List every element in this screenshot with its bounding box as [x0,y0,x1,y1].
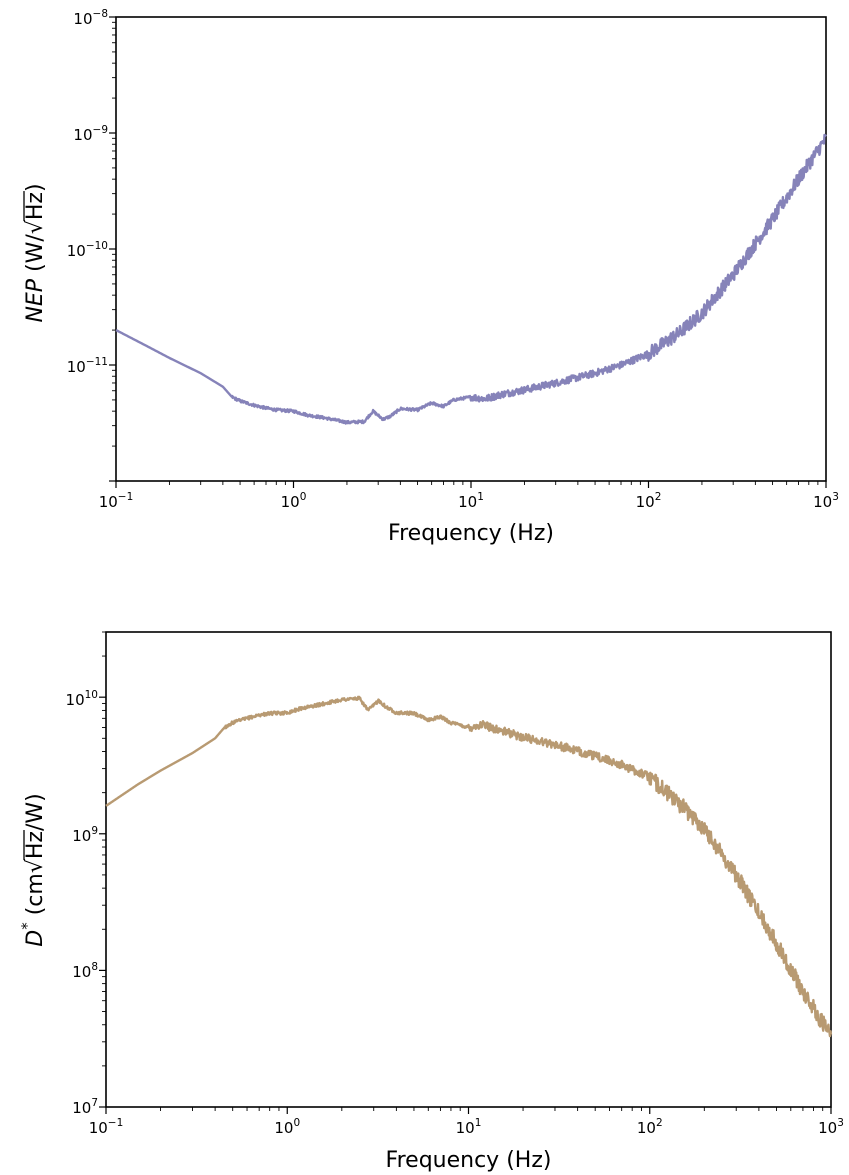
svg-text:NEP (W/√Hz): NEP (W/√Hz) [23,183,48,322]
detectivity-y-tick-label: 107 [72,1097,98,1117]
nep-y-axis-title: NEP (W/√Hz) [23,183,48,322]
detectivity-series-line [105,695,833,1038]
nep-chart: 10−1 100 101 102 103 10−11 10−10 10−9 10… [23,8,839,546]
detectivity-y-tick-label: 109 [72,825,98,845]
detectivity-x-tick-label: 103 [818,1117,844,1137]
nep-x-axis-title: Frequency (Hz) [388,521,554,546]
nep-series-line [115,133,828,425]
nep-plot-frame [115,16,827,482]
nep-x-tick-label: 100 [281,491,307,511]
detectivity-y-tick-label: 108 [72,961,98,981]
detectivity-x-tick-label: 10−1 [89,1117,124,1137]
nep-x-tick-label: 103 [813,491,839,511]
detectivity-x-tick-label: 100 [274,1117,300,1137]
detectivity-ticks [99,631,832,1114]
detectivity-x-tick-label: 101 [456,1117,482,1137]
detectivity-x-axis-title: Frequency (Hz) [386,1148,552,1173]
detectivity-plot-frame [105,631,832,1108]
svg-text:D* (cm√Hz/W): D* (cm√Hz/W) [18,793,48,946]
nep-y-tick-label: 10−8 [73,8,108,28]
nep-y-tick-label: 10−11 [67,356,108,376]
detectivity-chart: 10−1 100 101 102 103 107 108 109 1010 Fr… [18,631,844,1173]
nep-y-tick-label: 10−9 [73,124,108,144]
nep-x-tick-label: 101 [458,491,484,511]
nep-y-tick-label: 10−10 [67,240,108,260]
nep-x-tick-label: 10−1 [99,491,134,511]
nep-ticks [109,16,827,488]
detectivity-y-tick-label: 1010 [66,689,98,709]
nep-x-tick-label: 102 [636,491,662,511]
detectivity-x-tick-label: 102 [637,1117,663,1137]
detectivity-y-axis-title: D* (cm√Hz/W) [18,793,48,946]
